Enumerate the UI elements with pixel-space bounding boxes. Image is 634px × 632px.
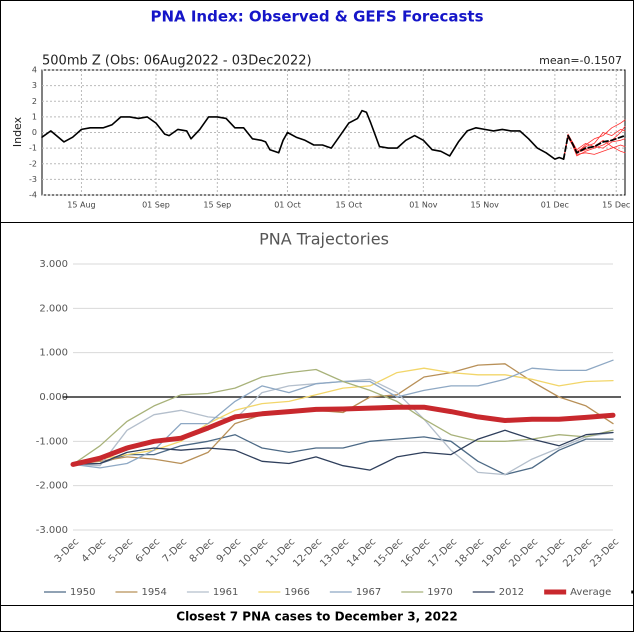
series-line [70,404,616,467]
y-tick-label: 3.000 [39,259,68,270]
series-line [72,368,614,466]
y-axis-label: Index [11,116,24,147]
series-line [72,367,614,466]
chart-title: PNA Index: Observed & GEFS Forecasts [150,8,483,26]
series-line [72,429,614,471]
x-tick-label: 15 Oct [336,201,363,210]
series-line [41,109,565,160]
y-tick-label: 4 [32,66,37,75]
x-tick-label: 15 Nov [471,201,500,210]
legend-label: 1954 [141,587,166,598]
y-tick-label: 2 [32,97,37,106]
y-tick-label: -1 [29,144,37,153]
chart-subtitle: 500mb Z (Obs: 06Aug2022 - 03Dec2022) [42,54,312,69]
series-line [562,134,626,160]
y-tick-label: -3 [29,175,37,184]
legend-label: 1967 [356,587,381,598]
x-tick-label: 01 Dec [541,201,569,210]
x-tick-label: 01 Nov [409,201,438,210]
legend-label: 1950 [70,587,95,598]
y-tick-label: -4 [29,191,37,200]
y-tick-label: 1.000 [39,348,68,359]
y-tick-label: 3 [32,81,37,90]
y-tick-label: -3.000 [36,525,68,536]
annotation: mean=-0.1507 [539,54,622,67]
series-line [72,363,614,466]
y-tick-label: 0.000 [39,392,68,403]
caption: Closest 7 PNA cases to December 3, 2022 [176,610,457,624]
legend-label: Average [570,587,611,598]
x-tick-label: 01 Sep [142,201,170,210]
series-line [563,136,626,160]
x-tick-label: 15 Sep [203,201,231,210]
series-line [72,434,614,476]
chart-title: PNA Trajectories [259,230,389,249]
y-tick-label: 0 [32,128,37,137]
x-tick-label: 15 Aug [67,201,95,210]
legend-label: 1966 [284,587,309,598]
y-tick-label: -1.000 [36,436,68,447]
y-tick-label: 1 [32,112,37,121]
legend-label: 2012 [499,587,524,598]
x-tick-label: 01 Oct [274,201,301,210]
y-tick-label: -2.000 [36,481,68,492]
legend-label: 1970 [427,587,452,598]
y-tick-label: -2 [29,159,37,168]
legend-label: 1961 [213,587,238,598]
x-tick-label: 15 Dec [602,201,630,210]
y-tick-label: 2.000 [39,303,68,314]
